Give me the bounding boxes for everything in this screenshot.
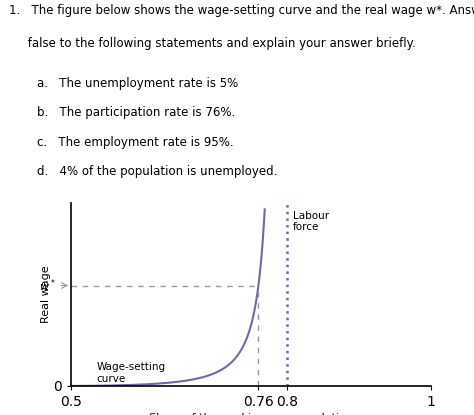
- X-axis label: Share of the working-age population: Share of the working-age population: [149, 413, 353, 415]
- Text: c.   The employment rate is 95%.: c. The employment rate is 95%.: [37, 136, 233, 149]
- Text: false to the following statements and explain your answer briefly.: false to the following statements and ex…: [9, 37, 416, 50]
- Text: $w^*$: $w^*$: [38, 277, 55, 294]
- Text: d.   4% of the population is unemployed.: d. 4% of the population is unemployed.: [37, 165, 277, 178]
- Text: Wage-setting
curve: Wage-setting curve: [96, 362, 165, 384]
- Text: b.   The participation rate is 76%.: b. The participation rate is 76%.: [37, 106, 235, 120]
- Text: 1.   The figure below shows the wage-setting curve and the real wage w*. Answer : 1. The figure below shows the wage-setti…: [9, 4, 474, 17]
- Text: a.   The unemployment rate is 5%: a. The unemployment rate is 5%: [37, 77, 238, 90]
- Text: Labour
force: Labour force: [293, 211, 329, 232]
- Y-axis label: Real wage: Real wage: [41, 266, 51, 323]
